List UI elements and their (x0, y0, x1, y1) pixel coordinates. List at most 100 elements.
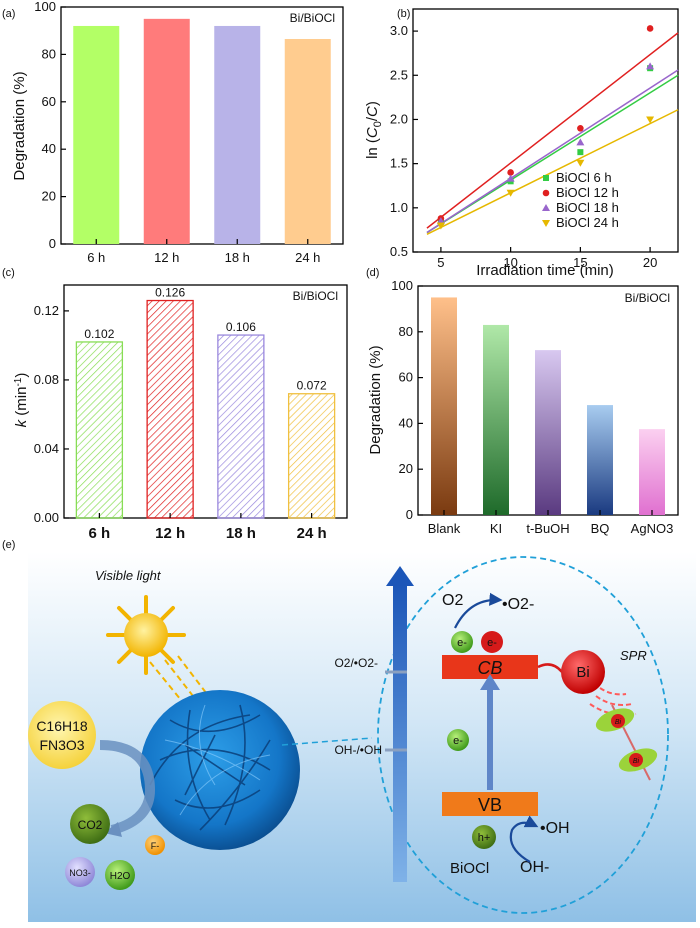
catalyst-sphere (140, 690, 300, 850)
panel-c-bar (217, 334, 265, 519)
panel-b-point (506, 189, 515, 197)
nitrate-ball (65, 857, 95, 887)
zoom-ellipse (377, 556, 669, 914)
panel-a-bar (143, 18, 190, 244)
pollutant-ball (28, 701, 96, 769)
panel-c-label: (c) (2, 267, 15, 279)
panel-c-value-label: 0.072 (297, 379, 327, 393)
co2-ball (70, 804, 110, 844)
panel-d-annotation: Bi/BiOCl (625, 291, 670, 305)
panel-c-ylabel: k (min-1) (13, 373, 30, 428)
panel-c-xtick-label: 6 h (89, 525, 111, 542)
vb-label: VB (478, 795, 502, 815)
panel-c-value-label: 0.126 (155, 286, 185, 300)
panel-a-label: (a) (2, 8, 15, 20)
hole-label: h+ (478, 832, 491, 844)
electron-cb-1 (451, 631, 473, 653)
panel-d-xtick-label: BQ (591, 521, 610, 536)
sun-icon (106, 595, 186, 675)
panel-b-point (576, 159, 585, 167)
panel-a-xtick-label: 6 h (87, 250, 105, 265)
small-bi-2-label: Bi (633, 758, 640, 765)
o2-label: O2 (442, 592, 463, 609)
nitrate-label: NO3- (69, 868, 91, 878)
panel-b-point (646, 116, 655, 124)
panel-c-ytick-label: 0.00 (34, 510, 59, 525)
panel-e-label: (e) (2, 539, 15, 551)
panel-b-point (506, 174, 515, 182)
panel-a-ytick-label: 100 (34, 0, 56, 14)
degradation-arrow-head (104, 822, 122, 837)
panel-d-label: (d) (366, 267, 379, 279)
panel-d-xtick-label: AgNO3 (631, 521, 674, 536)
oh-oxidation-arrow (509, 815, 539, 863)
panel-a-ylabel: Degradation (%) (11, 71, 28, 180)
bi-label: Bi (576, 664, 589, 681)
panel-b-legend-marker (543, 175, 549, 181)
panel-b-ytick-label: 1.0 (390, 200, 408, 215)
electron-cb-2-label: e- (487, 637, 497, 649)
panel-d-xtick-label: t-BuOH (526, 521, 569, 536)
panel-c-value-label: 0.106 (226, 320, 256, 334)
electron-cb-2 (481, 631, 503, 653)
panel-b-fit-line (426, 109, 679, 235)
panel-c-xtick-label: 12 h (155, 525, 185, 542)
light-rays (149, 655, 211, 706)
panel-a-ytick-label: 0 (49, 236, 56, 251)
electron-cb-1-label: e- (457, 637, 467, 649)
panel-b-point (646, 62, 655, 70)
panel-b-frame (412, 8, 679, 253)
panel-d-ytick-label: 60 (399, 370, 413, 385)
panel-c: (c) Bi/BiOCl 0.102 0.126 0.106 0.072 0.00 0.… (2, 267, 348, 542)
panel-a-ytick-label: 40 (42, 141, 56, 156)
panel-b-point (436, 222, 445, 230)
panel-a-ytick-label: 80 (42, 46, 56, 61)
panel-a-ytick-label: 20 (42, 189, 56, 204)
panel-d-ytick-label: 40 (399, 415, 413, 430)
panel-a-annotation: Bi/BiOCl (290, 11, 335, 25)
electron-gap-label: e- (453, 735, 463, 747)
panel-c-ytick-label: 0.04 (34, 441, 59, 456)
small-bi-1 (611, 714, 625, 728)
spr-label: SPR (620, 648, 647, 663)
excitation-arrow-head (480, 674, 500, 690)
panel-b-ytick-label: 2.5 (390, 67, 408, 82)
superoxide-label: •O2- (502, 596, 534, 613)
panel-b-xtick-label: 10 (503, 255, 517, 270)
panel-b-legend-label: BiOCl 12 h (556, 185, 619, 200)
scheme-background (28, 552, 696, 922)
panel-b-legend-marker (542, 189, 550, 197)
panel-b-point (507, 169, 514, 176)
panel-b-legend-label: BiOCl 6 h (556, 170, 612, 185)
panel-a-ytick-label: 60 (42, 94, 56, 109)
panel-d-xtick-label: KI (490, 521, 502, 536)
panel-b-ytick-label: 3.0 (390, 23, 408, 38)
fluoride-ball (145, 835, 165, 855)
panel-b-point (646, 25, 654, 32)
panel-d-ytick-label: 100 (391, 278, 413, 293)
panel-b-xlabel: Irradiation time (min) (476, 262, 614, 279)
redox1-label: O2/•O2- (334, 656, 378, 670)
panel-b-legend-label: BiOCl 18 h (556, 200, 619, 215)
panel-d-bar (639, 429, 665, 515)
o2-reduction-arrow (454, 592, 503, 629)
degradation-arrow (99, 740, 156, 835)
panel-e: (e) Visible light (2, 539, 696, 922)
panel-b: (b) 0.5 1.0 1.5 2.0 2.5 3.0 5 10 15 20 BiOCl 6 h… (364, 8, 679, 279)
panel-c-frame (63, 284, 348, 519)
electron-gap (447, 729, 469, 751)
panel-c-bar (287, 393, 336, 519)
panel-c-ytick-label: 0.08 (34, 372, 59, 387)
panel-c-bar (75, 341, 124, 519)
panel-b-fit-line (426, 69, 679, 234)
panel-c-annotation: Bi/BiOCl (293, 289, 338, 303)
panel-a-xtick-label: 12 h (154, 250, 179, 265)
panel-b-xtick-label: 15 (573, 255, 587, 270)
small-bi-2 (629, 753, 643, 767)
panel-a-bar (284, 38, 331, 245)
redox2-label: OH-/•OH (334, 743, 382, 757)
panel-d-bar (431, 297, 457, 515)
panel-b-point (577, 124, 584, 132)
panel-d-ytick-label: 20 (399, 461, 413, 476)
